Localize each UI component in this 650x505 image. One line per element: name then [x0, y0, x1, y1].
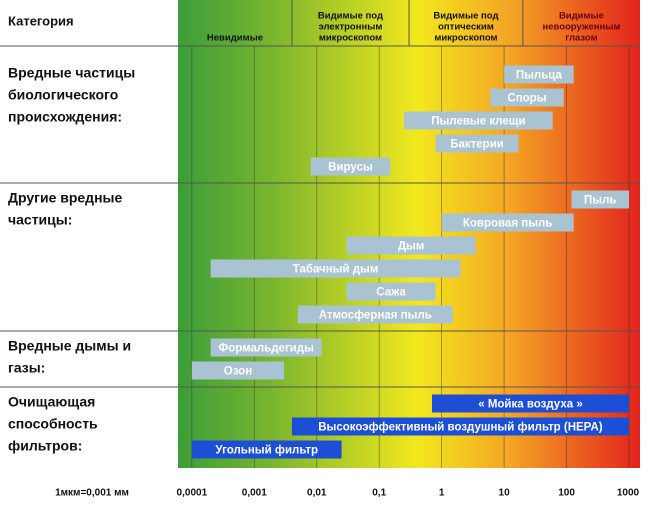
bar-label: Дым: [398, 241, 425, 253]
bar-label: Пыль: [584, 195, 616, 207]
group-label: биологического: [8, 87, 118, 103]
zone-label: электронным: [319, 22, 383, 33]
group-label: происхождения:: [8, 109, 122, 125]
bar-label: Озон: [224, 366, 252, 378]
bar-label: Высокоэффективный воздушный фильтр (HEPA…: [318, 422, 603, 434]
header: Категория: [8, 13, 74, 28]
range-bar: [404, 111, 553, 130]
bar-label: Пыльца: [516, 70, 563, 82]
x-tick-label: 0,0001: [177, 488, 208, 499]
range-bar: [291, 417, 630, 436]
zone-label: невооруженным: [542, 22, 620, 33]
group-label: фильтров:: [8, 438, 82, 454]
group-label: способность: [8, 416, 98, 432]
x-tick-label: 0,01: [307, 488, 327, 499]
bar-label: Атмосферная пыль: [319, 310, 432, 322]
group-label: Очищающая: [8, 394, 95, 410]
bar-label: Ковровая пыль: [463, 218, 553, 230]
zone-label: микроскопом: [319, 33, 382, 44]
zone-label: Видимые под: [318, 11, 383, 22]
range-bar: [346, 282, 436, 301]
bar-label: Пылевые клещи: [431, 116, 525, 128]
bar-label: Табачный дым: [293, 264, 379, 276]
range-bar: [435, 134, 519, 153]
bar-label: Споры: [507, 93, 546, 105]
range-bar: [210, 259, 461, 278]
range-bar: [191, 440, 342, 459]
zone-label: оптическим: [438, 22, 494, 33]
zone-label: микроскопом: [434, 33, 497, 44]
bar-label: « Мойка воздуха »: [478, 399, 582, 411]
group-label: Вредные дымы и: [8, 338, 131, 354]
bar-label: Угольный фильтр: [215, 445, 318, 457]
range-bar: [310, 157, 391, 176]
x-tick-label: 0,001: [242, 488, 267, 499]
range-bar: [490, 88, 564, 107]
group-label: газы:: [8, 360, 45, 376]
zone-label: Видимые под: [433, 11, 498, 22]
zone-label: Невидимые: [207, 33, 263, 44]
group-label: Вредные частицы: [8, 65, 135, 81]
zone-label: глазом: [565, 33, 597, 44]
range-bar: [346, 236, 476, 255]
range-bar: [431, 394, 630, 413]
range-bar: [210, 338, 322, 357]
bar-label: Формальдегиды: [218, 343, 314, 355]
x-tick-label: 1000: [617, 488, 640, 499]
bar-label: Бактерии: [450, 139, 504, 151]
bar-label: Вирусы: [328, 162, 373, 174]
range-bar: [504, 65, 574, 84]
zone-label: Видимые: [559, 11, 604, 22]
range-bar: [441, 213, 574, 232]
group-label: частицы:: [8, 212, 72, 228]
bar-label: Сажа: [376, 287, 406, 299]
x-tick-label: 1: [439, 488, 445, 499]
range-bar: [191, 361, 285, 380]
x-tick-label: 100: [558, 488, 575, 499]
range-bar: [297, 305, 453, 324]
x-tick-label: 0,1: [372, 488, 386, 499]
group-label: Другие вредные: [8, 190, 122, 206]
range-bar: [571, 190, 630, 209]
unit-note: 1мкм=0,001 мм: [55, 488, 129, 499]
x-tick-label: 10: [499, 488, 511, 499]
